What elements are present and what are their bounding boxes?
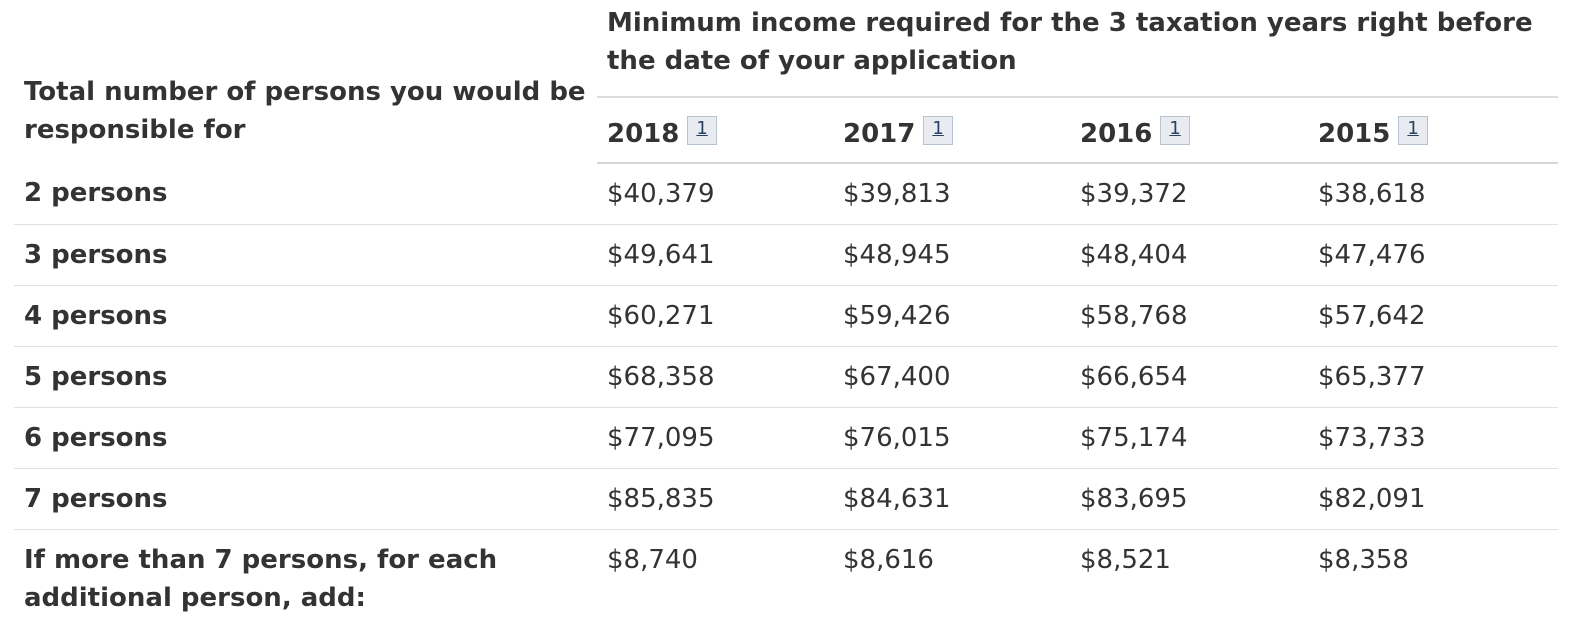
year-header-2018: 2018 1 — [597, 97, 833, 163]
footnote-link[interactable]: 1 — [687, 116, 716, 145]
footnote-link[interactable]: 1 — [923, 116, 952, 145]
income-cell: $8,521 — [1070, 530, 1308, 628]
income-cell: $59,426 — [833, 286, 1070, 347]
income-cell: $84,631 — [833, 469, 1070, 530]
income-cell: $48,404 — [1070, 225, 1308, 286]
footnote-link[interactable]: 1 — [1160, 116, 1189, 145]
income-cell: $48,945 — [833, 225, 1070, 286]
row-label: 5 persons — [14, 347, 597, 408]
income-cell: $77,095 — [597, 408, 833, 469]
income-cell: $67,400 — [833, 347, 1070, 408]
table-row: 2 persons $40,379 $39,813 $39,372 $38,61… — [14, 163, 1558, 225]
table-body: 2 persons $40,379 $39,813 $39,372 $38,61… — [14, 163, 1558, 628]
table-row: 3 persons $49,641 $48,945 $48,404 $47,47… — [14, 225, 1558, 286]
table-header: Total number of persons you would be res… — [14, 0, 1558, 163]
income-cell: $68,358 — [597, 347, 833, 408]
page: Total number of persons you would be res… — [0, 0, 1578, 606]
income-cell: $83,695 — [1070, 469, 1308, 530]
year-label: 2016 — [1080, 119, 1152, 149]
income-cell: $38,618 — [1308, 163, 1558, 225]
income-cell: $75,174 — [1070, 408, 1308, 469]
income-cell: $57,642 — [1308, 286, 1558, 347]
minimum-income-group-header: Minimum income required for the 3 taxati… — [597, 0, 1558, 97]
income-cell: $60,271 — [597, 286, 833, 347]
persons-column-header: Total number of persons you would be res… — [14, 0, 597, 163]
income-cell: $8,740 — [597, 530, 833, 628]
table-row: 4 persons $60,271 $59,426 $58,768 $57,64… — [14, 286, 1558, 347]
row-label: 7 persons — [14, 469, 597, 530]
income-table: Total number of persons you would be res… — [14, 0, 1558, 628]
income-cell: $58,768 — [1070, 286, 1308, 347]
row-label: If more than 7 persons, for each additio… — [14, 530, 597, 628]
income-cell: $39,372 — [1070, 163, 1308, 225]
row-label: 3 persons — [14, 225, 597, 286]
header-row-top: Total number of persons you would be res… — [14, 0, 1558, 97]
income-cell: $66,654 — [1070, 347, 1308, 408]
year-label: 2015 — [1318, 119, 1390, 149]
year-label: 2017 — [843, 119, 915, 149]
row-label: 2 persons — [14, 163, 597, 225]
row-label: 6 persons — [14, 408, 597, 469]
income-cell: $65,377 — [1308, 347, 1558, 408]
income-cell: $40,379 — [597, 163, 833, 225]
income-cell: $49,641 — [597, 225, 833, 286]
income-cell: $8,358 — [1308, 530, 1558, 628]
table-row: 6 persons $77,095 $76,015 $75,174 $73,73… — [14, 408, 1558, 469]
year-header-2017: 2017 1 — [833, 97, 1070, 163]
table-row: If more than 7 persons, for each additio… — [14, 530, 1558, 628]
footnote-link[interactable]: 1 — [1398, 116, 1427, 145]
income-cell: $76,015 — [833, 408, 1070, 469]
income-cell: $39,813 — [833, 163, 1070, 225]
income-cell: $47,476 — [1308, 225, 1558, 286]
year-header-2016: 2016 1 — [1070, 97, 1308, 163]
income-cell: $82,091 — [1308, 469, 1558, 530]
table-row: 7 persons $85,835 $84,631 $83,695 $82,09… — [14, 469, 1558, 530]
year-label: 2018 — [607, 119, 679, 149]
table-row: 5 persons $68,358 $67,400 $66,654 $65,37… — [14, 347, 1558, 408]
income-cell: $85,835 — [597, 469, 833, 530]
row-label: 4 persons — [14, 286, 597, 347]
year-header-2015: 2015 1 — [1308, 97, 1558, 163]
income-cell: $73,733 — [1308, 408, 1558, 469]
income-cell: $8,616 — [833, 530, 1070, 628]
